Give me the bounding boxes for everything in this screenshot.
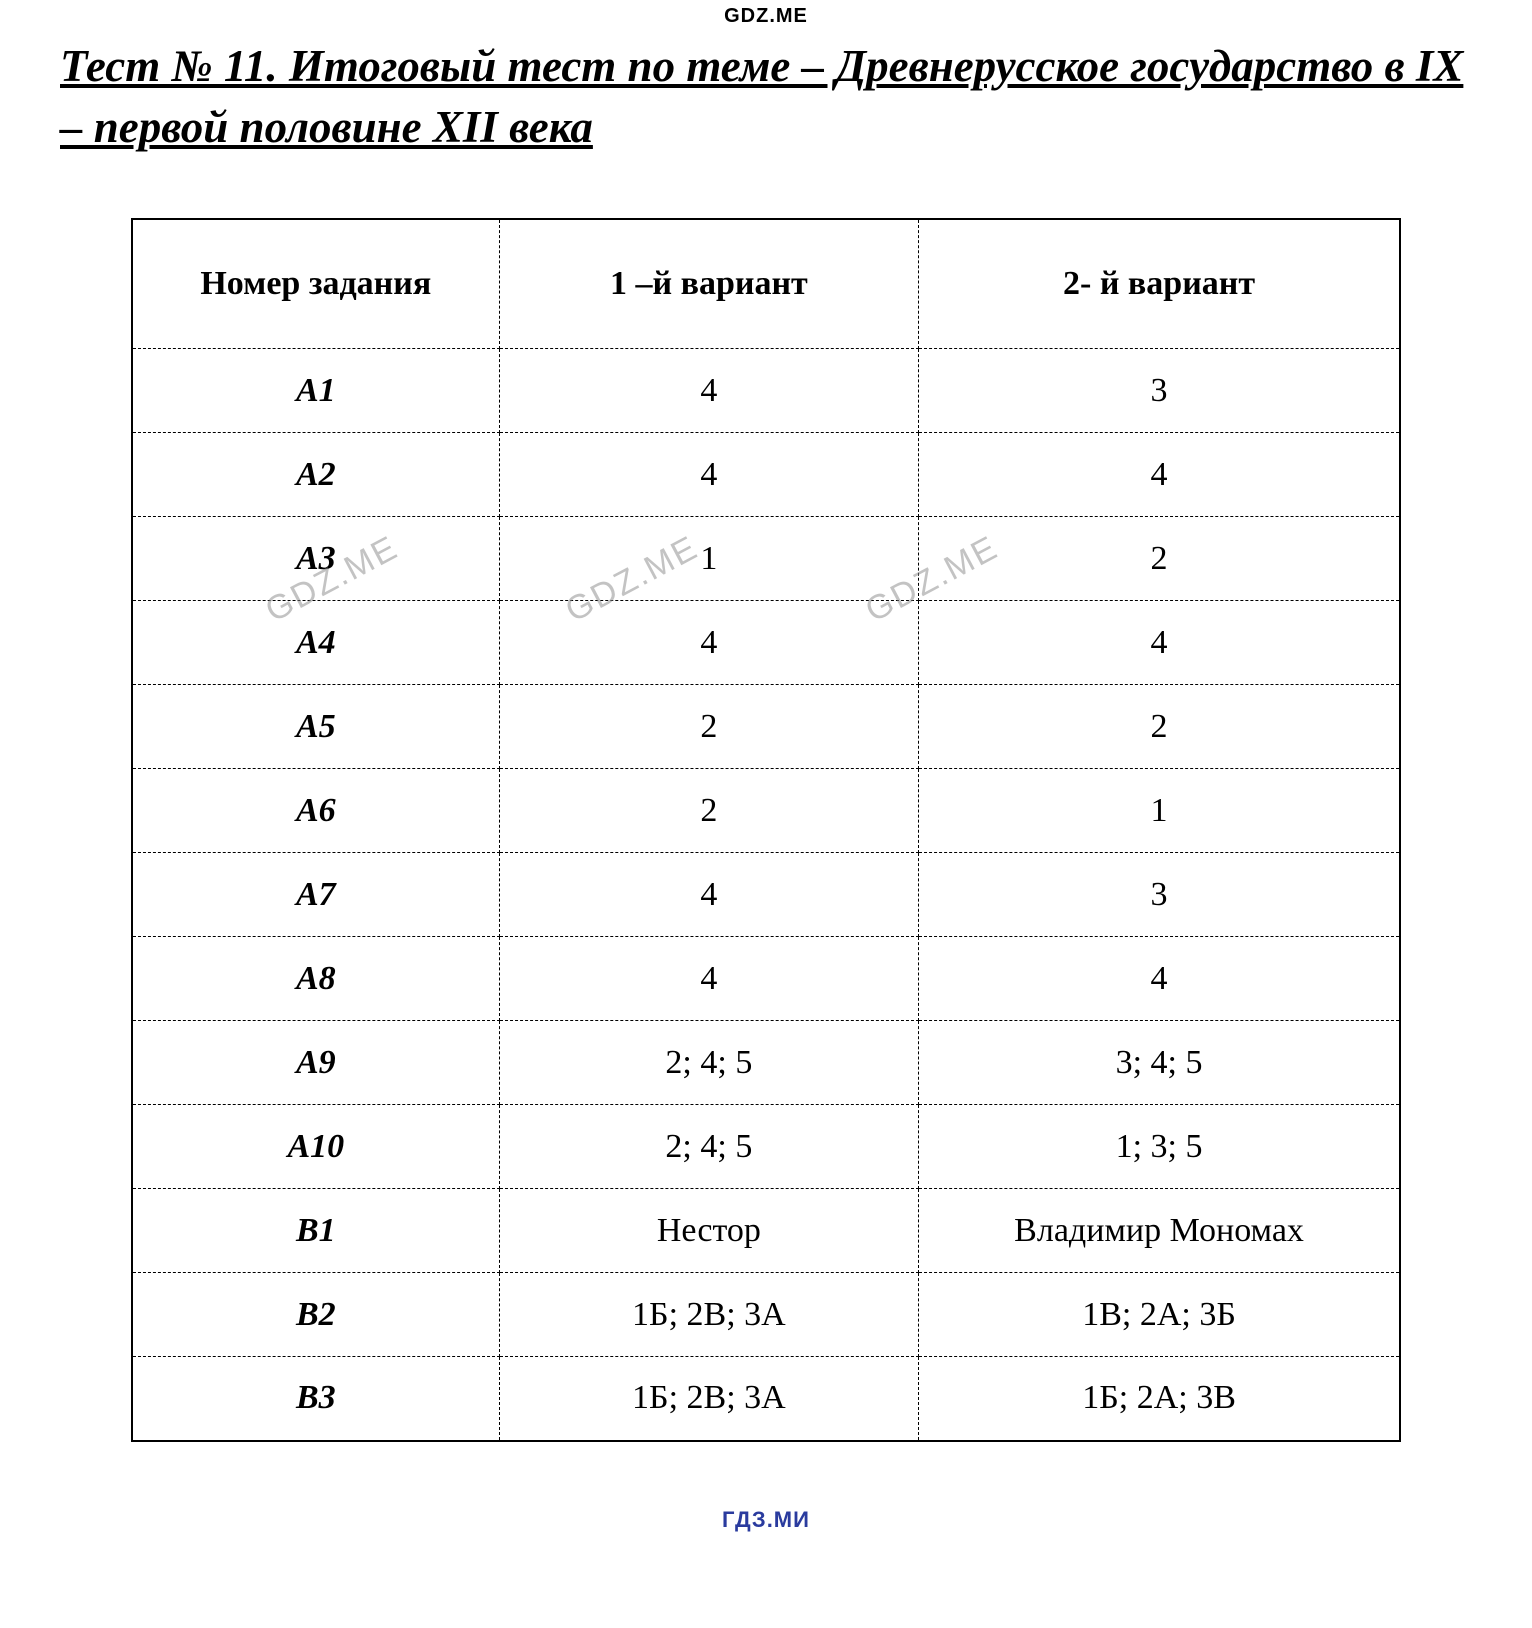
table-row: В1 Нестор Владимир Мономах	[132, 1189, 1401, 1273]
cell-variant-2: 2	[918, 685, 1400, 769]
header-variant-2: 2- й вариант	[918, 219, 1400, 349]
cell-variant-2: 1	[918, 769, 1400, 853]
cell-variant-2: 1В; 2А; 3Б	[918, 1273, 1400, 1357]
cell-variant-1: 2; 4; 5	[500, 1105, 919, 1189]
cell-variant-1: 1Б; 2В; 3А	[500, 1357, 919, 1441]
page-title: Тест № 11. Итоговый тест по теме – Древн…	[60, 36, 1472, 158]
cell-task-id: А2	[132, 433, 500, 517]
cell-task-id: В3	[132, 1357, 500, 1441]
cell-variant-2: 3	[918, 853, 1400, 937]
cell-variant-1: 1	[500, 517, 919, 601]
cell-task-id: В2	[132, 1273, 500, 1357]
cell-task-id: А5	[132, 685, 500, 769]
table-wrapper: Номер задания 1 –й вариант 2- й вариант …	[60, 218, 1472, 1442]
cell-variant-1: 4	[500, 601, 919, 685]
table-row: А2 4 4	[132, 433, 1401, 517]
cell-variant-2: 3; 4; 5	[918, 1021, 1400, 1105]
cell-task-id: А9	[132, 1021, 500, 1105]
table-row: А10 2; 4; 5 1; 3; 5	[132, 1105, 1401, 1189]
cell-variant-1: 4	[500, 853, 919, 937]
table-row: В2 1Б; 2В; 3А 1В; 2А; 3Б	[132, 1273, 1401, 1357]
table-row: А9 2; 4; 5 3; 4; 5	[132, 1021, 1401, 1105]
table-row: В3 1Б; 2В; 3А 1Б; 2А; 3В	[132, 1357, 1401, 1441]
cell-variant-2: 1; 3; 5	[918, 1105, 1400, 1189]
cell-task-id: А8	[132, 937, 500, 1021]
cell-variant-2: Владимир Мономах	[918, 1189, 1400, 1273]
cell-variant-1: 1Б; 2В; 3А	[500, 1273, 919, 1357]
cell-variant-2: 3	[918, 349, 1400, 433]
table-row: А1 4 3	[132, 349, 1401, 433]
cell-variant-2: 1Б; 2А; 3В	[918, 1357, 1400, 1441]
cell-variant-1: Нестор	[500, 1189, 919, 1273]
header-variant-1: 1 –й вариант	[500, 219, 919, 349]
cell-task-id: А3	[132, 517, 500, 601]
cell-variant-1: 4	[500, 937, 919, 1021]
cell-task-id: А1	[132, 349, 500, 433]
cell-variant-1: 4	[500, 433, 919, 517]
table-header-row: Номер задания 1 –й вариант 2- й вариант	[132, 219, 1401, 349]
bottom-watermark: ГДЗ.МИ	[60, 1507, 1472, 1533]
table-row: А8 4 4	[132, 937, 1401, 1021]
cell-variant-1: 2	[500, 769, 919, 853]
cell-task-id: А10	[132, 1105, 500, 1189]
table-row: А7 4 3	[132, 853, 1401, 937]
cell-task-id: А6	[132, 769, 500, 853]
cell-task-id: А7	[132, 853, 500, 937]
cell-variant-2: 2	[918, 517, 1400, 601]
top-watermark: GDZ.ME	[60, 0, 1472, 28]
cell-variant-2: 4	[918, 937, 1400, 1021]
cell-task-id: А4	[132, 601, 500, 685]
table-row: А6 2 1	[132, 769, 1401, 853]
table-row: А5 2 2	[132, 685, 1401, 769]
table-body: А1 4 3 А2 4 4 А3 1 2 А4 4 4	[132, 349, 1401, 1441]
cell-variant-1: 2; 4; 5	[500, 1021, 919, 1105]
cell-variant-2: 4	[918, 433, 1400, 517]
header-task: Номер задания	[132, 219, 500, 349]
table-row: А4 4 4	[132, 601, 1401, 685]
cell-variant-1: 2	[500, 685, 919, 769]
page-container: GDZ.ME Тест № 11. Итоговый тест по теме …	[0, 0, 1532, 1573]
table-row: А3 1 2	[132, 517, 1401, 601]
answer-table: Номер задания 1 –й вариант 2- й вариант …	[131, 218, 1402, 1442]
cell-task-id: В1	[132, 1189, 500, 1273]
cell-variant-2: 4	[918, 601, 1400, 685]
cell-variant-1: 4	[500, 349, 919, 433]
